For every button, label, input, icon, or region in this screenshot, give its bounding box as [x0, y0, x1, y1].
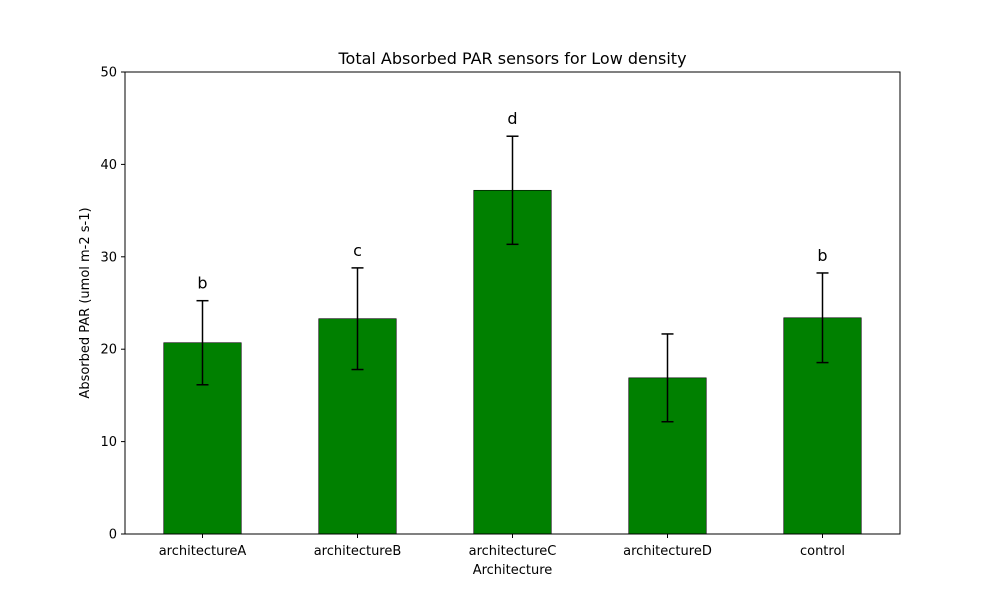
y-tick-label: 50 [100, 66, 117, 81]
x-tick-label-architectureB: architectureB [314, 544, 402, 559]
chart-title: Total Absorbed PAR sensors for Low densi… [337, 49, 686, 68]
x-axis-label: Architecture [473, 563, 553, 578]
y-tick-label: 30 [100, 250, 117, 265]
y-tick-label: 0 [109, 528, 117, 543]
x-tick-label-architectureA: architectureA [159, 544, 247, 559]
significance-label-architectureC: d [507, 109, 517, 128]
error-bar-architectureA [196, 299, 209, 386]
error-bar-architectureB [351, 267, 364, 371]
significance-label-control: b [817, 246, 827, 265]
y-tick-label: 10 [100, 435, 117, 450]
y-axis: 0 10 20 30 40 50 [100, 66, 125, 543]
error-bar-control [816, 272, 829, 364]
y-tick-label: 40 [100, 158, 117, 173]
y-axis-label: Absorbed PAR (umol m-2 s-1) [78, 207, 93, 398]
y-tick-label: 20 [100, 343, 117, 358]
bar-architectureC [473, 189, 552, 535]
x-tick-label-architectureD: architectureD [623, 544, 712, 559]
error-bar-architectureD [661, 333, 674, 423]
x-axis: architectureA architectureB architectureC a… [159, 534, 845, 559]
plot-area: b c d b [163, 109, 862, 535]
significance-label-architectureA: b [197, 274, 207, 293]
significance-label-architectureB: c [353, 241, 362, 260]
x-tick-label-control: control [800, 544, 845, 559]
x-tick-label-architectureC: architectureC [469, 544, 557, 559]
error-bar-architectureC [506, 135, 519, 246]
